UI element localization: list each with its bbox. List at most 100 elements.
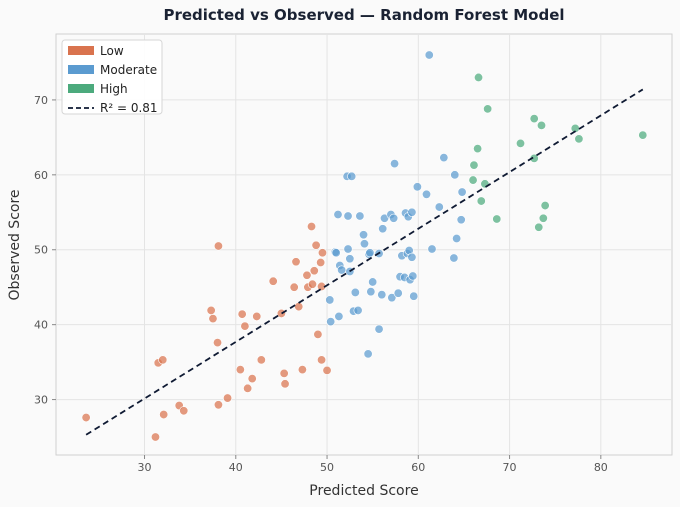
data-point-high bbox=[483, 104, 493, 114]
data-point-high bbox=[536, 120, 546, 130]
legend-label-low: Low bbox=[100, 44, 124, 58]
data-point-low bbox=[280, 379, 290, 389]
y-tick-label: 70 bbox=[34, 94, 48, 107]
y-tick-label: 40 bbox=[34, 319, 48, 332]
data-point-moderate bbox=[424, 50, 434, 60]
data-point-moderate bbox=[331, 248, 341, 258]
data-point-moderate bbox=[347, 171, 357, 181]
legend-box bbox=[61, 39, 163, 115]
data-point-moderate bbox=[343, 211, 353, 221]
data-point-low bbox=[291, 257, 301, 267]
data-point-high bbox=[474, 72, 484, 82]
data-point-moderate bbox=[393, 288, 403, 298]
data-point-moderate bbox=[359, 230, 369, 240]
legend-label-moderate: Moderate bbox=[100, 63, 157, 77]
data-point-moderate bbox=[345, 254, 355, 264]
data-point-moderate bbox=[427, 244, 437, 254]
x-tick-label: 50 bbox=[320, 461, 334, 474]
data-point-low bbox=[316, 257, 326, 267]
data-point-moderate bbox=[378, 224, 388, 234]
data-point-moderate bbox=[333, 210, 343, 220]
data-point-moderate bbox=[389, 213, 399, 223]
data-point-moderate bbox=[439, 153, 449, 163]
x-tick-label: 30 bbox=[138, 461, 152, 474]
data-point-moderate bbox=[434, 202, 444, 212]
fit-line bbox=[85, 88, 644, 436]
data-point-moderate bbox=[374, 324, 384, 334]
data-point-low bbox=[179, 406, 189, 416]
data-point-high bbox=[476, 196, 486, 206]
data-point-moderate bbox=[326, 317, 336, 327]
legend-swatch-moderate bbox=[68, 65, 94, 74]
data-point-moderate bbox=[456, 215, 466, 225]
y-tick-label: 30 bbox=[34, 394, 48, 407]
data-point-low bbox=[240, 321, 250, 331]
data-point-low bbox=[243, 383, 253, 393]
data-point-high bbox=[529, 114, 539, 124]
data-point-moderate bbox=[450, 170, 460, 180]
data-point-moderate bbox=[407, 207, 417, 217]
data-point-low bbox=[309, 266, 319, 276]
x-tick-label: 40 bbox=[229, 461, 243, 474]
data-point-low bbox=[206, 305, 216, 315]
data-point-moderate bbox=[409, 291, 419, 301]
data-point-high bbox=[492, 214, 502, 224]
data-point-low bbox=[256, 355, 266, 365]
data-point-low bbox=[213, 241, 223, 251]
data-point-moderate bbox=[355, 211, 365, 221]
legend-swatch-low bbox=[68, 46, 94, 55]
x-axis-label: Predicted Score bbox=[309, 483, 418, 499]
x-tick-label: 70 bbox=[503, 461, 517, 474]
data-point-moderate bbox=[350, 287, 360, 297]
data-point-low bbox=[307, 222, 317, 232]
data-point-moderate bbox=[368, 277, 378, 287]
data-point-moderate bbox=[353, 305, 363, 315]
data-point-low bbox=[294, 302, 304, 312]
y-tick-label: 50 bbox=[34, 244, 48, 257]
data-point-low bbox=[297, 365, 307, 375]
fit-line-layer bbox=[85, 88, 644, 436]
data-point-moderate bbox=[365, 248, 375, 258]
data-point-high bbox=[473, 144, 483, 154]
data-point-high bbox=[468, 175, 478, 185]
data-point-low bbox=[247, 374, 257, 384]
data-point-low bbox=[322, 365, 332, 375]
data-point-high bbox=[574, 134, 584, 144]
data-point-moderate bbox=[457, 187, 467, 197]
data-point-low bbox=[158, 355, 168, 365]
data-point-high bbox=[516, 138, 526, 148]
data-point-moderate bbox=[334, 311, 344, 321]
legend: Low Moderate High R² = 0.81 bbox=[61, 39, 163, 115]
x-tick-label: 80 bbox=[594, 461, 608, 474]
data-point-high bbox=[534, 222, 544, 232]
chart-title: Predicted vs Observed — Random Forest Mo… bbox=[163, 6, 564, 24]
data-point-low bbox=[81, 413, 91, 423]
data-point-low bbox=[208, 314, 218, 324]
data-point-low bbox=[223, 393, 233, 403]
data-point-moderate bbox=[377, 290, 387, 300]
data-point-low bbox=[289, 282, 299, 292]
axis-ticks: 30 40 50 60 70 80 30 40 50 60 70 bbox=[34, 94, 608, 474]
data-point-moderate bbox=[359, 239, 369, 249]
data-point-low bbox=[235, 365, 245, 375]
data-point-moderate bbox=[343, 244, 353, 254]
data-point-moderate bbox=[422, 189, 432, 199]
data-point-low bbox=[317, 355, 327, 365]
data-point-moderate bbox=[325, 295, 335, 305]
data-point-high bbox=[540, 201, 550, 211]
data-point-low bbox=[150, 432, 160, 442]
data-point-low bbox=[317, 248, 327, 258]
y-axis-label: Observed Score bbox=[7, 189, 23, 300]
y-tick-label: 60 bbox=[34, 169, 48, 182]
data-point-high bbox=[638, 130, 648, 140]
data-point-high bbox=[480, 179, 490, 189]
data-point-low bbox=[279, 368, 289, 378]
data-point-low bbox=[302, 270, 312, 280]
data-point-moderate bbox=[337, 265, 347, 275]
data-point-moderate bbox=[449, 253, 459, 263]
data-point-moderate bbox=[387, 293, 397, 303]
data-point-high bbox=[469, 160, 479, 170]
data-point-moderate bbox=[452, 234, 462, 244]
data-point-low bbox=[268, 276, 278, 286]
